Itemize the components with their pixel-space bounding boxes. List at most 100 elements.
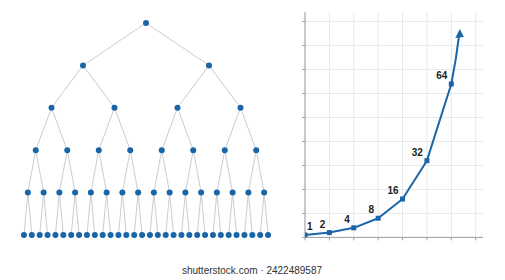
tree-edge — [241, 108, 257, 150]
marker — [424, 158, 429, 163]
tree-edge — [107, 193, 111, 235]
tree-node — [178, 232, 184, 238]
marker — [305, 233, 308, 238]
data-label: 64 — [436, 70, 448, 81]
tree-edge — [260, 193, 264, 235]
grid-line — [305, 45, 483, 46]
marker — [400, 197, 405, 202]
tree-node — [182, 190, 188, 196]
tree-node — [253, 147, 259, 153]
tree-node — [155, 232, 161, 238]
tree-node — [265, 232, 271, 238]
tree-edge — [248, 193, 252, 235]
tree-edge — [217, 150, 225, 192]
tree-node — [198, 190, 204, 196]
grid-line — [329, 12, 330, 237]
tree-edge — [115, 108, 131, 150]
tree-edge — [91, 150, 99, 192]
tree-node — [84, 232, 90, 238]
tree-edge — [166, 193, 170, 235]
data-label: 1 — [307, 221, 313, 232]
tree-edge — [36, 150, 44, 192]
data-labels: 1248163264 — [307, 70, 448, 232]
tree-edge — [52, 108, 68, 150]
grid-line — [305, 237, 483, 238]
tree-edge — [256, 150, 264, 192]
tree-level — [21, 232, 271, 238]
tree-edge — [99, 150, 107, 192]
tree-edge — [122, 150, 130, 192]
tree-node — [218, 232, 224, 238]
tree-node — [25, 190, 31, 196]
grid-line — [305, 213, 483, 214]
tree-node — [175, 105, 181, 111]
tree-edge — [71, 193, 75, 235]
x-axis — [305, 237, 483, 238]
tree-level — [143, 20, 149, 26]
tree-node — [210, 232, 216, 238]
y-tick — [302, 237, 305, 238]
grid-line — [378, 12, 379, 237]
tree-edge — [75, 193, 79, 235]
y-tick — [302, 165, 305, 166]
tree-node — [214, 190, 220, 196]
tree-edge — [134, 193, 138, 235]
y-tick — [302, 141, 305, 142]
tree-node — [76, 232, 82, 238]
tree-node — [29, 232, 35, 238]
tree-edge — [44, 193, 48, 235]
tree-edge — [24, 193, 28, 235]
tree-node — [127, 147, 133, 153]
tree-edge — [87, 193, 91, 235]
tree-node — [115, 232, 121, 238]
grid-line — [451, 12, 452, 237]
tree-edge — [40, 193, 44, 235]
tree-edge — [229, 193, 233, 235]
tree-edge — [99, 108, 115, 150]
tree-node — [159, 147, 165, 153]
data-label: 4 — [344, 214, 350, 225]
x-tick — [451, 237, 452, 240]
tree-edge — [103, 193, 107, 235]
tree-edge — [83, 65, 115, 107]
tree-node — [96, 147, 102, 153]
grid-line — [353, 12, 354, 237]
grid-line — [305, 117, 483, 118]
tree-node — [119, 190, 125, 196]
tree-node — [241, 232, 247, 238]
axes — [302, 12, 483, 240]
tree-edge — [181, 193, 185, 235]
tree-edge — [178, 65, 210, 107]
x-tick — [353, 237, 354, 240]
tree-edge — [55, 193, 59, 235]
tree-edge — [178, 108, 194, 150]
tree-edge — [162, 108, 178, 150]
tree-edge — [154, 193, 158, 235]
tree-node — [131, 232, 137, 238]
tree-edge — [233, 193, 237, 235]
arrow-head — [455, 29, 464, 38]
tree-edge — [162, 150, 170, 192]
tree-edge — [170, 193, 174, 235]
tree-node — [206, 62, 212, 68]
x-tick — [402, 237, 403, 240]
arrow-line — [451, 34, 459, 84]
tree-level — [80, 62, 212, 68]
tree-edge — [36, 108, 52, 150]
tree-edge — [193, 150, 201, 192]
tree-edge — [138, 193, 142, 235]
tree-edge — [130, 150, 138, 192]
grid-line — [305, 69, 483, 70]
tree-node — [68, 232, 74, 238]
x-tick — [475, 237, 476, 240]
tree-node — [135, 190, 141, 196]
tree-node — [257, 232, 263, 238]
tree-edge — [244, 193, 248, 235]
tree-edge — [67, 150, 75, 192]
y-tick — [302, 45, 305, 46]
y-tick — [302, 21, 305, 22]
tree-node — [72, 190, 78, 196]
tree-edge — [146, 23, 209, 65]
x-tick — [426, 237, 427, 240]
marker — [351, 225, 356, 230]
